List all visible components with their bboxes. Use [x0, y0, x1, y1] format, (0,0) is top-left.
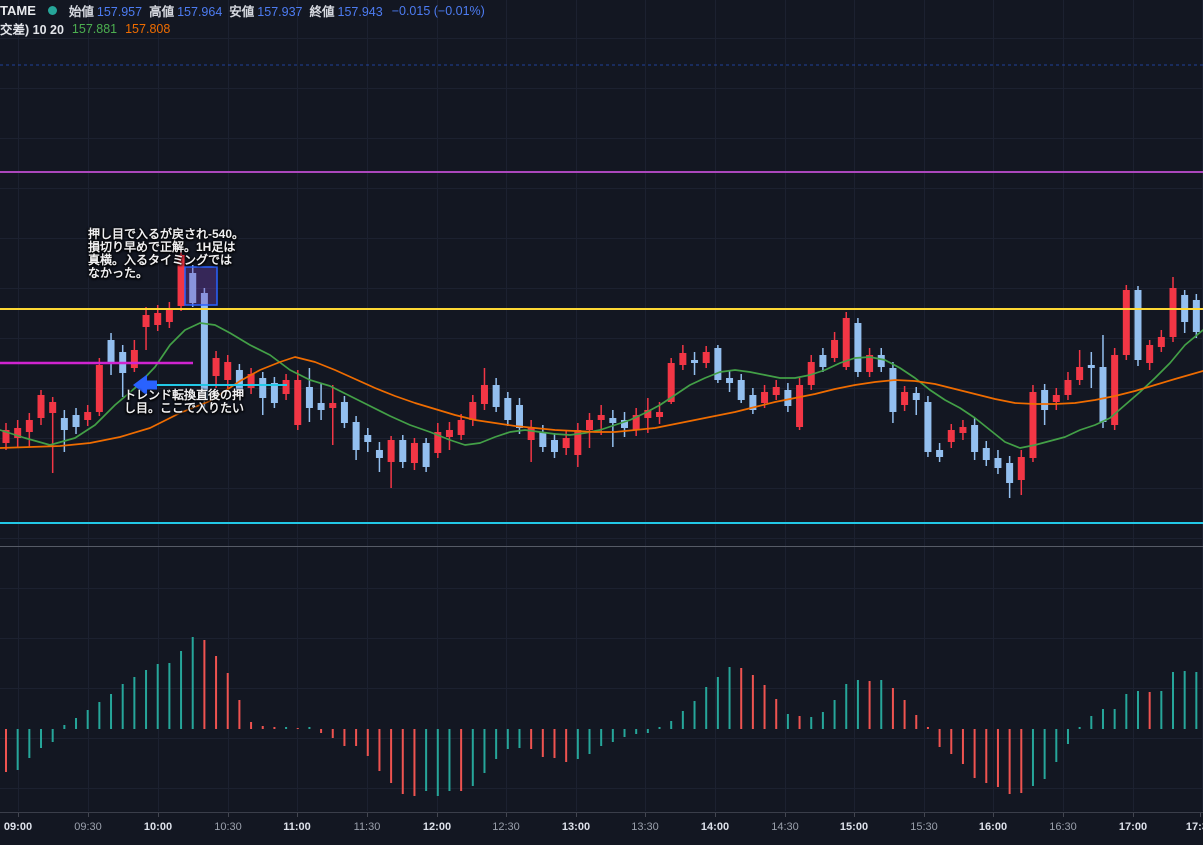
price-change: −0.015 (−0.01%)	[392, 4, 485, 18]
time-label: 12:00	[423, 821, 451, 833]
axis-tick	[854, 813, 855, 817]
market-status-dot-icon	[48, 6, 57, 15]
time-label: 16:00	[979, 821, 1007, 833]
axis-tick	[1063, 813, 1064, 817]
axis-tick	[228, 813, 229, 817]
indicator-name: 交差) 10 20	[0, 19, 64, 38]
axis-tick	[576, 813, 577, 817]
time-label: 11:30	[354, 821, 381, 833]
time-label: 15:30	[910, 821, 938, 833]
annotation-note-2[interactable]: トレンド転換直後の押 し目。ここで入りたい	[124, 389, 244, 415]
time-label: 16:30	[1049, 821, 1077, 833]
axis-tick	[645, 813, 646, 817]
time-label: 09:00	[4, 821, 32, 833]
axis-tick	[785, 813, 786, 817]
time-label: 09:30	[74, 821, 102, 833]
time-label: 10:00	[144, 821, 172, 833]
oscillator-histogram	[5, 637, 1203, 796]
axis-tick	[18, 813, 19, 817]
axis-tick	[924, 813, 925, 817]
symbol-title[interactable]: TAME	[0, 3, 36, 18]
axis-tick	[715, 813, 716, 817]
axis-tick	[367, 813, 368, 817]
axis-tick	[1133, 813, 1134, 817]
axis-tick	[437, 813, 438, 817]
axis-tick	[158, 813, 159, 817]
time-label: 12:30	[492, 821, 520, 833]
axis-tick	[88, 813, 89, 817]
time-label: 17:00	[1119, 821, 1147, 833]
time-label: 14:30	[771, 821, 799, 833]
time-label: 13:30	[631, 821, 659, 833]
time-label: 13:00	[562, 821, 590, 833]
time-label: 14:00	[701, 821, 729, 833]
ma-indicator-legend[interactable]: 交差) 10 20 157.881 157.808	[0, 20, 485, 37]
axis-tick	[297, 813, 298, 817]
ma10-value: 157.881	[72, 22, 117, 36]
time-label: 10:30	[214, 821, 242, 833]
time-label: 11:00	[283, 821, 311, 833]
ma20-value: 157.808	[125, 22, 170, 36]
axis-tick	[506, 813, 507, 817]
axis-tick	[993, 813, 994, 817]
time-axis[interactable]: 09:00 09:30 10:00 10:30 11:00 11:30 12:00 12:30…	[0, 812, 1203, 845]
axis-tick	[1200, 813, 1201, 817]
time-label: 15:00	[840, 821, 868, 833]
annotation-note-1[interactable]: 押し目で入るが戻され-540。 損切り早めで正解。1H足は 真横。入るタイミング…	[88, 228, 244, 280]
time-label: 17:30	[1186, 821, 1203, 833]
candlesticks	[3, 249, 1203, 498]
